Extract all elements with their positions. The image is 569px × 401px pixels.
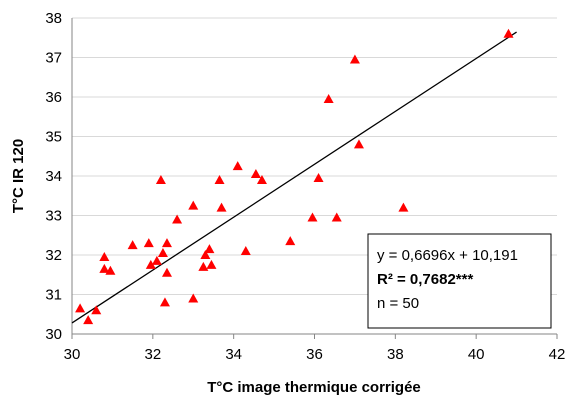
y-axis-title: T°C IR 120 (10, 139, 27, 213)
x-tick-label: 34 (225, 346, 242, 363)
stats-box-frame (367, 233, 552, 329)
y-tick-label: 32 (45, 247, 62, 264)
data-point-triangle (143, 238, 154, 248)
x-tick-label: 42 (549, 346, 566, 363)
data-point-triangle (172, 214, 183, 224)
y-tick-label: 36 (45, 89, 62, 106)
data-point-triangle (353, 139, 364, 149)
x-tick-label: 38 (387, 346, 404, 363)
data-point-triangle (250, 169, 261, 179)
y-tick-label: 33 (45, 208, 62, 225)
data-point-triangle (323, 93, 334, 103)
data-point-triangle (240, 246, 251, 256)
y-tick-label: 37 (45, 50, 62, 67)
x-tick-label: 30 (64, 346, 81, 363)
data-point-triangle (83, 315, 94, 325)
x-tick-label: 36 (306, 346, 323, 363)
y-tick-label: 34 (45, 168, 62, 185)
data-point-triangle (200, 250, 211, 259)
data-point-triangle (216, 202, 227, 212)
r-squared: R² = 0,7682*** (377, 271, 473, 288)
y-tick-label: 35 (45, 129, 62, 146)
x-axis-title: T°C image thermique corrigée (207, 379, 421, 396)
data-point-triangle (127, 240, 138, 250)
stats-box: y = 0,6696x + 10,191 R² = 0,7682*** n = … (367, 233, 552, 329)
trend-line (71, 31, 517, 324)
data-point-triangle (157, 248, 168, 258)
data-point-triangle (313, 172, 324, 182)
data-point-triangle (349, 54, 360, 64)
data-point-triangle (398, 202, 409, 212)
x-tick-labels: 30 32 34 36 38 40 42 (64, 334, 566, 363)
data-point-triangle (206, 259, 217, 269)
data-point-triangle (99, 251, 110, 261)
data-point-triangle (161, 238, 172, 248)
data-point-triangle (214, 174, 225, 184)
data-point-triangle (198, 261, 209, 271)
data-point-triangle (161, 267, 172, 277)
data-point-triangle (188, 200, 199, 210)
data-points (75, 28, 514, 325)
x-tick-label: 40 (468, 346, 485, 363)
data-point-triangle (285, 236, 296, 246)
data-point-triangle (99, 263, 110, 273)
regression-equation: y = 0,6696x + 10,191 (377, 247, 518, 264)
data-point-triangle (91, 305, 102, 315)
y-tick-label: 31 (45, 287, 62, 304)
sample-size: n = 50 (377, 295, 419, 312)
grid-lines (72, 17, 557, 335)
data-point-triangle (331, 212, 342, 222)
data-point-triangle (145, 259, 156, 269)
y-tick-label: 38 (45, 10, 62, 27)
data-point-triangle (188, 293, 199, 303)
data-point-triangle (307, 212, 318, 222)
data-point-triangle (232, 161, 243, 171)
x-tick-label: 32 (144, 346, 161, 363)
y-tick-labels: 30 31 32 33 34 35 36 37 38 (45, 10, 62, 343)
data-point-triangle (503, 28, 514, 38)
data-point-triangle (159, 297, 170, 307)
data-point-triangle (256, 174, 267, 184)
data-point-triangle (155, 174, 166, 184)
data-point-triangle (105, 265, 116, 275)
y-tick-label: 30 (45, 326, 62, 343)
data-point-triangle (151, 255, 162, 265)
data-point-triangle (75, 303, 86, 313)
data-point-triangle (204, 244, 215, 254)
